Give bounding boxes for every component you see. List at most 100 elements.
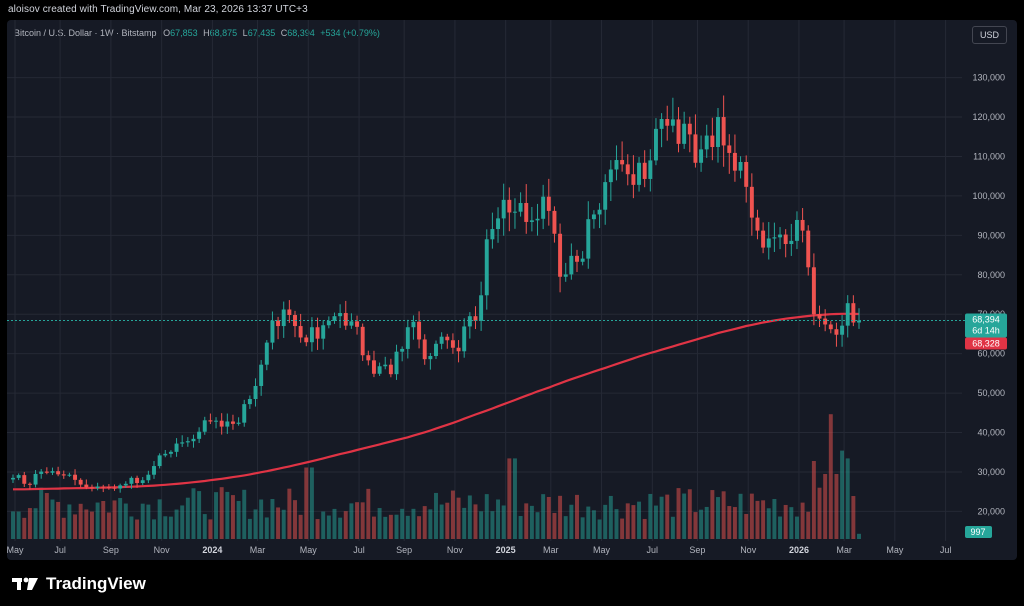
volume-bar xyxy=(428,509,433,539)
volume-bar xyxy=(473,504,478,539)
volume-bar xyxy=(614,509,619,539)
volume-bar xyxy=(50,499,55,539)
volume-bar xyxy=(84,509,89,539)
volume-bar xyxy=(276,507,281,539)
volume-bar xyxy=(659,496,664,539)
candle-body xyxy=(309,327,314,343)
volume-bar xyxy=(603,504,608,539)
volume-bar xyxy=(264,517,269,539)
candle-body xyxy=(637,162,642,185)
time-tick-label: Nov xyxy=(154,545,171,555)
volume-bar xyxy=(535,512,540,539)
open-label: O xyxy=(163,28,171,38)
chart-area[interactable]: Bitcoin / U.S. Dollar · 1W · Bitstamp O6… xyxy=(7,20,1017,560)
candle-body xyxy=(563,274,568,277)
candle-body xyxy=(676,119,681,144)
candle-body xyxy=(828,324,833,330)
candle-body xyxy=(490,229,495,240)
price-tick-label: 30,000 xyxy=(977,467,1005,477)
candle-body xyxy=(281,309,286,327)
time-tick-label: Sep xyxy=(103,545,119,555)
volume-bar xyxy=(558,495,563,539)
price-chart[interactable]: 130,000 120,000 110,000 100,000 90,000 80,000… xyxy=(7,20,1017,560)
volume-bar xyxy=(219,487,224,539)
price-tick-label: 130,000 xyxy=(972,73,1005,83)
volume-bar xyxy=(152,519,156,539)
candle-body xyxy=(400,348,405,352)
candle-body xyxy=(33,473,38,485)
candle-body xyxy=(687,123,692,135)
volume-bar xyxy=(197,491,202,539)
volume-bar xyxy=(794,516,799,539)
candle-body xyxy=(834,329,839,335)
symbol-name: Bitcoin / U.S. Dollar · 1W · Bitstamp xyxy=(14,28,157,38)
candle-body xyxy=(422,339,427,360)
time-tick-label: Jul xyxy=(54,545,66,555)
candle-body xyxy=(185,441,190,443)
volume-bar xyxy=(163,516,168,539)
candle-body xyxy=(580,258,585,262)
candle-body xyxy=(845,303,850,326)
volume-bar xyxy=(400,508,405,539)
candle-body xyxy=(236,422,241,424)
price-tick-label: 120,000 xyxy=(972,112,1005,122)
candle-body xyxy=(727,145,732,153)
volume-bar xyxy=(766,508,771,539)
candle-body xyxy=(591,214,596,220)
candle-body xyxy=(586,219,591,259)
volume-bar xyxy=(524,503,529,539)
time-axis[interactable]: May Jul Sep Nov 2024 Mar May Jul Sep Nov 2025 Mar Ma… xyxy=(7,545,951,555)
volume-bar xyxy=(293,500,297,539)
volume-bar xyxy=(467,495,472,539)
volume-bar xyxy=(304,467,309,539)
price-axis[interactable]: 130,000 120,000 110,000 100,000 90,000 80,000… xyxy=(972,73,1005,517)
candle-body xyxy=(473,316,478,321)
volume-bar xyxy=(214,492,219,539)
volume-bar xyxy=(73,514,78,539)
candle-body xyxy=(507,199,512,213)
time-tick-label: Nov xyxy=(447,545,464,555)
volume-bar xyxy=(484,494,489,539)
time-tick-label: Sep xyxy=(396,545,412,555)
volume-bar xyxy=(456,497,461,539)
candle-body xyxy=(208,420,213,422)
candle-body xyxy=(112,487,117,489)
candle-body xyxy=(343,313,348,326)
candle-body xyxy=(383,364,388,367)
candle-body xyxy=(95,486,100,489)
candle-body xyxy=(89,487,94,489)
low-value: 67,435 xyxy=(247,28,276,38)
volume-bar xyxy=(625,503,630,539)
volume-bar xyxy=(371,516,376,539)
volume-bar xyxy=(112,500,117,539)
candle-body xyxy=(783,234,788,245)
volume-bar xyxy=(727,506,732,539)
time-tick-label: Sep xyxy=(689,545,705,555)
volume-bar xyxy=(642,518,647,539)
volume-bar xyxy=(828,414,833,539)
high-label: H xyxy=(203,28,210,38)
open-value: 67,853 xyxy=(170,28,198,38)
candle-body xyxy=(608,169,613,183)
candle-body xyxy=(670,119,675,126)
price-tick-label: 90,000 xyxy=(977,230,1005,240)
candle-body xyxy=(693,134,698,163)
candle-body xyxy=(22,475,27,484)
candlesticks xyxy=(11,95,861,493)
candle-body xyxy=(417,321,422,340)
price-tick-label: 60,000 xyxy=(977,349,1005,359)
close-label: C xyxy=(280,28,288,38)
candle-body xyxy=(259,364,264,386)
volume-bar xyxy=(259,499,264,539)
candle-body xyxy=(625,164,630,175)
volume-bar xyxy=(783,504,788,539)
candle-body xyxy=(118,485,123,489)
time-tick-label: 2026 xyxy=(789,545,809,555)
candle-body xyxy=(512,211,517,213)
currency-button[interactable]: USD xyxy=(971,26,1007,44)
volume-bar xyxy=(518,516,523,539)
volume-bar xyxy=(716,497,720,539)
volume-bar xyxy=(287,488,292,539)
volume-bar xyxy=(817,487,822,539)
